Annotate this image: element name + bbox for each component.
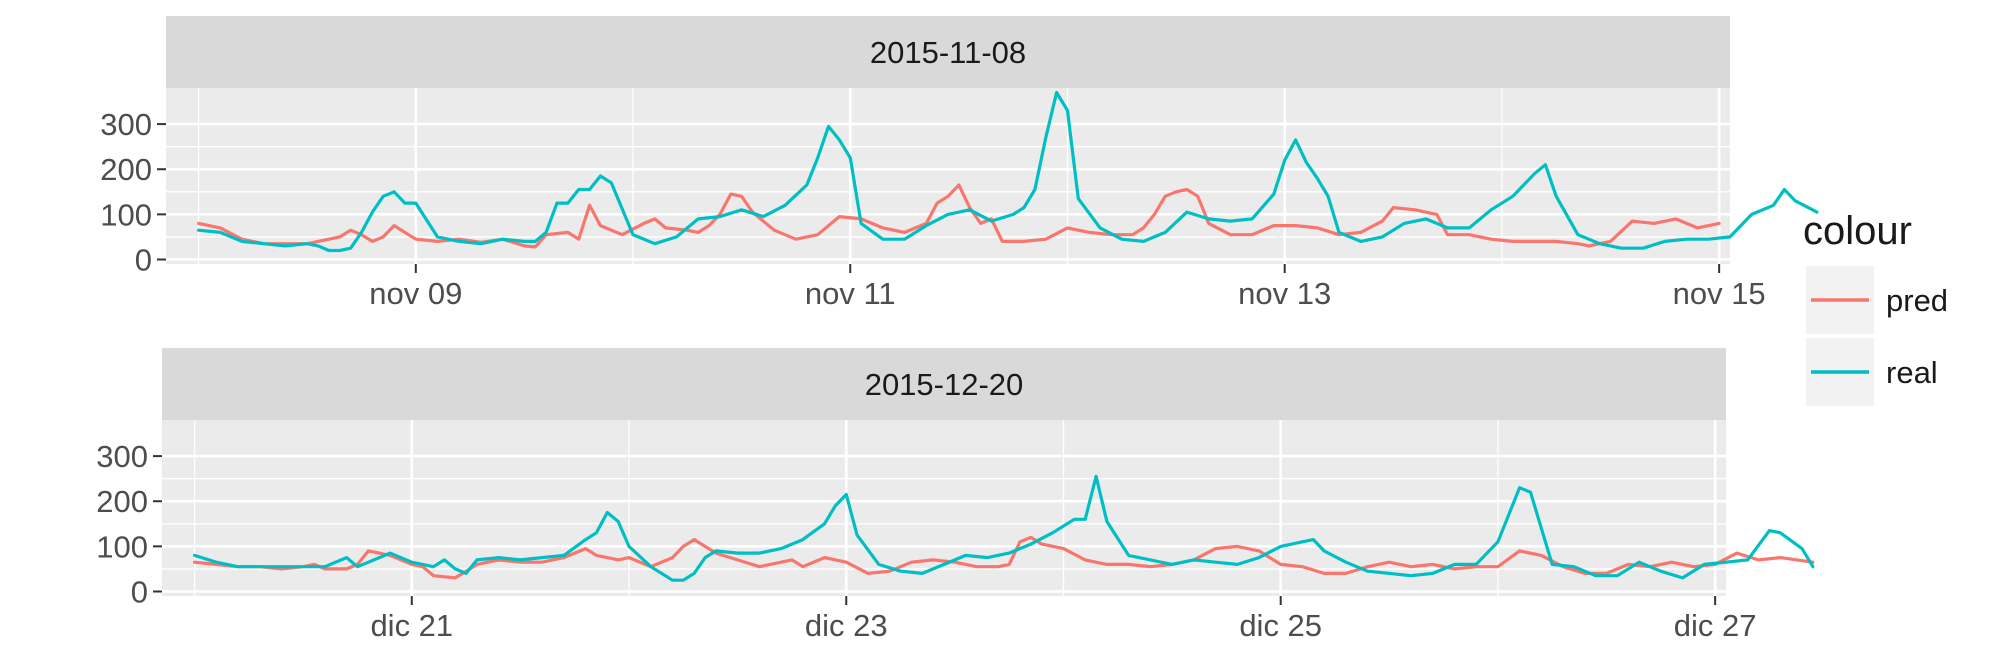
series-line-pred bbox=[197, 183, 1721, 249]
panel-1: 2015-11-08 0 100 200 300 nov 09 nov 11 nov 13 no… bbox=[100, 16, 1819, 311]
panel-strip bbox=[166, 16, 1730, 88]
y-tick-label: 0 bbox=[135, 242, 152, 277]
plot-background bbox=[166, 88, 1730, 264]
panel-strip bbox=[162, 348, 1726, 420]
series-line-pred bbox=[193, 535, 1815, 580]
plot-background bbox=[162, 420, 1726, 596]
x-tick-label: nov 15 bbox=[1673, 276, 1766, 311]
panel-title: 2015-12-20 bbox=[865, 367, 1024, 402]
series-line-real bbox=[193, 474, 1815, 582]
panel-2: 2015-12-20 0 100 200 300 dic 21 dic 23 dic 25 di… bbox=[96, 348, 1815, 643]
legend-label-real: real bbox=[1886, 355, 1938, 390]
x-tick-label: nov 11 bbox=[805, 276, 896, 311]
y-tick-label: 100 bbox=[96, 529, 148, 564]
y-tick-label: 200 bbox=[100, 152, 152, 187]
series-line-real bbox=[197, 90, 1819, 253]
x-tick-label: nov 09 bbox=[369, 276, 462, 311]
legend: colour pred real bbox=[1803, 209, 1948, 406]
x-tick-label: dic 21 bbox=[370, 608, 453, 643]
y-tick-label: 300 bbox=[100, 107, 152, 142]
legend-label-pred: pred bbox=[1886, 283, 1948, 318]
x-tick-label: dic 23 bbox=[805, 608, 888, 643]
y-tick-label: 100 bbox=[100, 197, 152, 232]
panel-title: 2015-11-08 bbox=[870, 35, 1026, 70]
x-tick-label: dic 27 bbox=[1674, 608, 1757, 643]
x-tick-label: dic 25 bbox=[1239, 608, 1322, 643]
y-tick-label: 200 bbox=[96, 484, 148, 519]
legend-title: colour bbox=[1803, 209, 1912, 253]
x-tick-label: nov 13 bbox=[1238, 276, 1331, 311]
y-tick-label: 300 bbox=[96, 439, 148, 474]
y-tick-label: 0 bbox=[131, 574, 148, 609]
